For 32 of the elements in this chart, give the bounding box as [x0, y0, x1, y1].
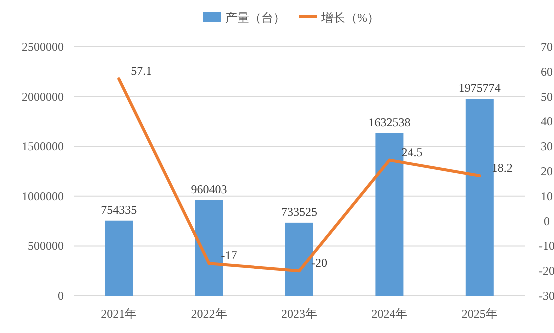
x-tick-label: 2024年	[372, 307, 408, 321]
y2-tick-label: 10	[541, 189, 553, 204]
y-tick-label: 0	[58, 289, 64, 303]
y2-tick-label: 30	[541, 140, 553, 154]
y-tick-label: 2500000	[22, 40, 64, 54]
y2-tick-label: 70	[541, 40, 553, 54]
y2-tick-label: 0	[544, 214, 550, 228]
y-tick-label: 1000000	[22, 189, 64, 204]
y2-tick-label: 20	[541, 164, 553, 178]
data-label: 754335	[101, 202, 138, 217]
data-label: 733525	[282, 204, 318, 219]
data-label: 960403	[191, 182, 228, 196]
y2-tick-label: 60	[541, 64, 553, 79]
x-tick-label: 2022年	[191, 307, 228, 321]
data-label: 1975774	[458, 81, 501, 96]
y-tick-label: 2000000	[22, 90, 64, 104]
bar	[105, 220, 134, 296]
bar	[286, 222, 314, 296]
y2-tick-label: 40	[541, 114, 553, 129]
y2-tick-label: 50	[541, 90, 553, 104]
bar	[376, 133, 404, 296]
x-tick-label: 2021年	[101, 307, 138, 321]
bar	[195, 200, 224, 296]
data-label: 1632538	[368, 115, 411, 130]
bar	[466, 99, 494, 296]
x-tick-label: 2023年	[282, 307, 318, 321]
legend-label: 增长（%）	[320, 11, 380, 25]
y-tick-label: 1500000	[22, 140, 64, 154]
data-label: 57.1	[131, 64, 152, 78]
x-tick-label: 2025年	[462, 307, 498, 321]
legend-label: 产量（台）	[226, 11, 286, 25]
y-tick-label: 500000	[28, 239, 64, 254]
